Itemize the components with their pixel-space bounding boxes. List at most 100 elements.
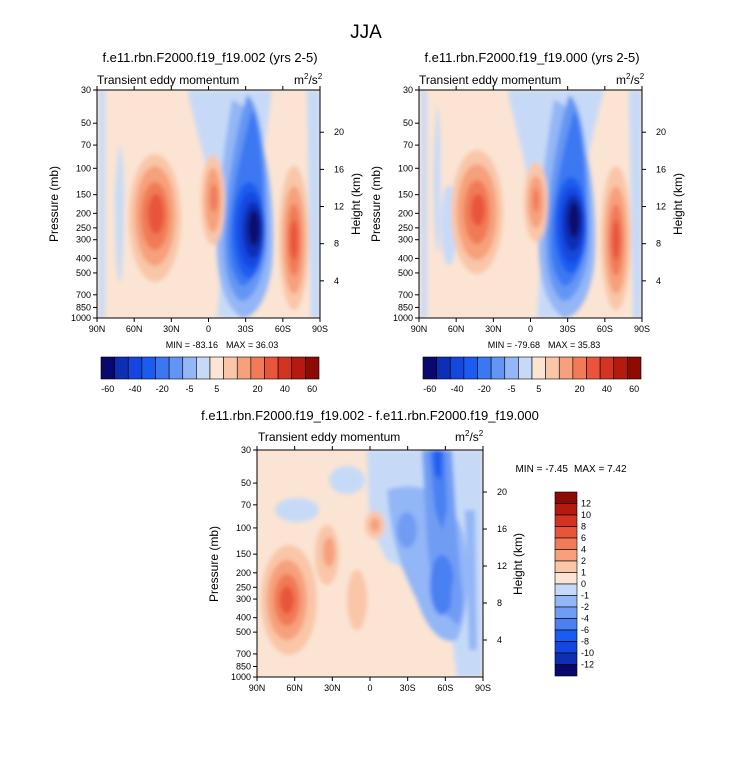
y-tick-label: 250 <box>76 223 91 233</box>
panel-3: f.e11.rbn.F2000.f19_f19.002 - f.e11.rbn.… <box>201 408 627 693</box>
diff-colorbar-label: -12 <box>581 660 594 670</box>
x-tick-label: 60N <box>126 324 143 334</box>
y-tick-label: 700 <box>398 290 413 300</box>
colorbar-label: -60 <box>423 384 436 394</box>
y2-tick-label: 4 <box>656 276 661 286</box>
x-tick-label: 90S <box>312 324 328 334</box>
y-tick-label: 850 <box>236 661 251 671</box>
diff-colorbar-swatch <box>554 595 578 608</box>
y-tick-label: 850 <box>76 302 91 312</box>
diff-colorbar-label: 8 <box>581 522 586 532</box>
y-tick-label: 30 <box>81 85 91 95</box>
x-tick-label: 0 <box>528 324 533 334</box>
diff-colorbar-swatch <box>554 503 578 516</box>
colorbar-swatch <box>291 356 306 380</box>
colorbar-label: -5 <box>508 384 516 394</box>
y-tick-label: 300 <box>236 594 251 604</box>
y-tick-label: 70 <box>81 140 91 150</box>
diff-colorbar-swatch <box>554 537 578 550</box>
diff-colorbar-swatch <box>554 641 578 654</box>
x-tick-label: 30N <box>163 324 180 334</box>
diff-colorbar-label: 10 <box>581 510 591 520</box>
y-tick-label: 250 <box>236 582 251 592</box>
panel-3-min-label: MIN = -7.45 <box>515 464 568 475</box>
x-tick-label: 60S <box>275 324 291 334</box>
colorbar-swatch <box>572 356 587 380</box>
colorbar-swatch <box>182 356 197 380</box>
x-tick-label: 90N <box>89 324 106 334</box>
colorbar-swatch <box>436 356 451 380</box>
colorbar-swatch <box>305 356 320 380</box>
y-tick-label: 200 <box>76 208 91 218</box>
colorbar-label: 5 <box>536 384 541 394</box>
colorbar-swatch <box>531 356 546 380</box>
colorbar-swatch <box>422 356 437 380</box>
y2-tick-label: 20 <box>656 127 666 137</box>
colorbar-swatch <box>463 356 478 380</box>
panel-3-ylabel: Pressure (mb) <box>207 526 221 602</box>
x-tick-label: 30N <box>485 324 502 334</box>
diff-colorbar-label: 0 <box>581 579 586 589</box>
y-tick-label: 30 <box>403 85 413 95</box>
x-tick-label: 90N <box>249 683 266 693</box>
panel-2: f.e11.rbn.F2000.f19_f19.000 (yrs 2-5) Tr… <box>369 50 685 350</box>
colorbar-swatch <box>127 356 143 380</box>
colorbar-swatch <box>100 356 115 380</box>
diff-colorbar-label: -8 <box>581 637 589 647</box>
colorbar-label: -60 <box>101 384 114 394</box>
panel-1-max-label: MAX = 36.03 <box>226 340 278 350</box>
diff-colorbar-label: -10 <box>581 648 594 658</box>
diff-colorbar-swatch <box>554 583 578 596</box>
colorbar-label: -40 <box>129 384 142 394</box>
y-tick-label: 50 <box>241 478 251 488</box>
colorbar-label: 40 <box>280 384 290 394</box>
diff-colorbar-label: 4 <box>581 545 586 555</box>
diff-colorbar-swatch <box>554 560 578 573</box>
y-tick-label: 150 <box>398 190 413 200</box>
y-tick-label: 70 <box>403 140 413 150</box>
colorbar-swatch <box>504 356 519 380</box>
y-tick-label: 400 <box>236 613 251 623</box>
panel-2-axes: 90N 60N 30N 0 30S 60S 90S 30 50 70 100 150 200 250 300… <box>393 85 666 334</box>
colorbar-label: 60 <box>629 384 639 394</box>
panel-1: f.e11.rbn.F2000.f19_f19.002 (yrs 2-5) Tr… <box>47 50 363 350</box>
panel-1-min-label: MIN = -83.16 <box>166 340 218 350</box>
y-tick-label: 1000 <box>393 313 413 323</box>
y-tick-label: 150 <box>76 190 91 200</box>
colorbar-label: -40 <box>451 384 464 394</box>
panel-3-plot-area <box>257 450 483 677</box>
panel-2-subtitle: Transient eddy momentum <box>419 73 561 87</box>
x-tick-label: 30S <box>238 324 254 334</box>
diff-colorbar-swatch <box>554 572 578 585</box>
x-tick-label: 90N <box>411 324 428 334</box>
panel-2-min-label: MIN = -79.68 <box>488 340 540 350</box>
colorbar-swatch <box>223 356 238 380</box>
diff-colorbar-swatch <box>554 514 578 527</box>
x-tick-label: 0 <box>367 683 372 693</box>
diff-colorbar-swatch <box>554 549 578 562</box>
y-tick-label: 700 <box>236 649 251 659</box>
diff-colorbar-label: -2 <box>581 602 589 612</box>
colorbar-swatch <box>449 356 465 380</box>
x-tick-label: 60S <box>597 324 613 334</box>
panel-2-units: m2/s2 <box>616 72 645 87</box>
colorbar-swatch <box>250 356 265 380</box>
diff-colorbar-swatch <box>554 618 578 631</box>
colorbar-label: -20 <box>478 384 491 394</box>
y-tick-label: 1000 <box>231 672 251 682</box>
panel-3-units: m2/s2 <box>455 429 484 444</box>
colorbar-swatch <box>545 356 560 380</box>
y-tick-label: 700 <box>76 290 91 300</box>
y2-tick-label: 12 <box>497 561 507 571</box>
y-tick-label: 50 <box>81 118 91 128</box>
colorbar-label: 20 <box>253 384 263 394</box>
colorbar-label: 20 <box>575 384 585 394</box>
colorbar-label: -5 <box>186 384 194 394</box>
panel-3-max-label: MAX = 7.42 <box>574 464 627 475</box>
diff-colorbar-swatch <box>554 664 578 677</box>
x-tick-label: 30S <box>400 683 416 693</box>
x-tick-label: 60N <box>448 324 465 334</box>
diff-colorbar-label: 2 <box>581 556 586 566</box>
diff-colorbar-swatch <box>554 606 578 619</box>
diff-colorbar-swatch <box>554 526 578 539</box>
